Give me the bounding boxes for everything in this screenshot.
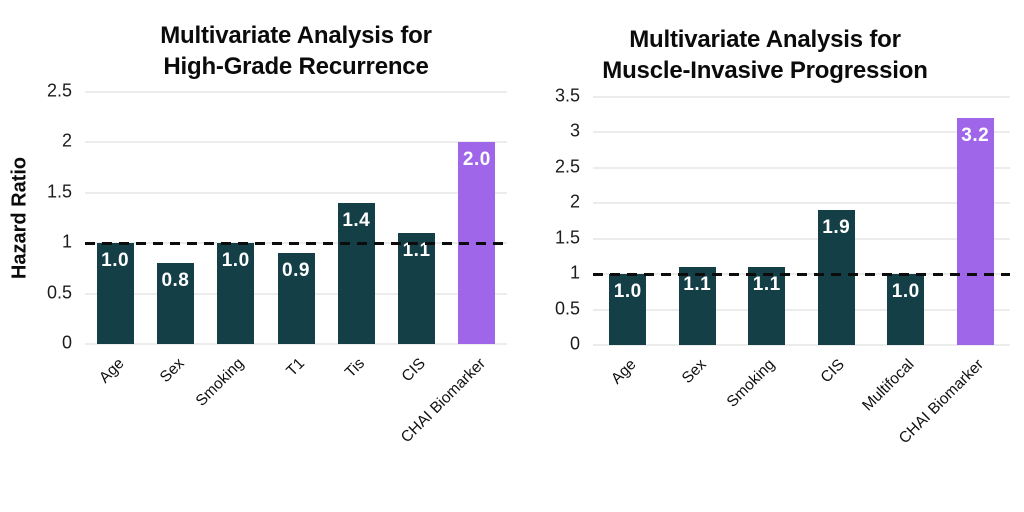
y-tick-label: 2: [569, 191, 580, 212]
bar-cis: 1.9: [817, 210, 855, 345]
x-tick-label-smoking: Smoking: [724, 356, 779, 411]
bar-value-label: 1.0: [613, 281, 642, 303]
gridline: [593, 344, 1010, 346]
gridline: [593, 96, 1010, 98]
bar-sex: 1.1: [678, 267, 716, 345]
y-tick-label: 1: [569, 262, 580, 283]
y-tick-label: 1.5: [46, 181, 72, 202]
x-tick-label-multifocal: Multifocal: [859, 356, 918, 415]
y-tick-label: 1: [61, 231, 72, 252]
x-tick-label-cis: CIS: [398, 355, 429, 386]
gridline: [593, 237, 1010, 240]
bar-chai-biomarker: 3.2: [956, 118, 994, 345]
x-tick-label-age: Age: [608, 356, 640, 388]
y-tick-label: 2.5: [554, 156, 580, 177]
y-tick-label: 1.5: [554, 227, 580, 248]
gridline: [85, 91, 507, 93]
x-tick-label-cis: CIS: [817, 356, 849, 387]
bar-smoking: 1.1: [748, 267, 786, 345]
chart-title-line-1: Multivariate Analysis for: [160, 22, 432, 49]
bar-value-label: 0.8: [161, 270, 190, 292]
y-tick-label: 0.5: [554, 298, 580, 319]
reference-line: [85, 241, 507, 245]
chart-title-line-1: Multivariate Analysis for: [629, 26, 901, 53]
y-tick-label: 0: [61, 332, 72, 353]
bar-multifocal: 1.0: [887, 274, 925, 345]
bar-value-label: 1.1: [683, 274, 712, 296]
bar-value-label: 1.4: [342, 209, 371, 231]
chart-title-line-2: Muscle-Invasive Progression: [602, 57, 928, 84]
bar-value-label: 0.9: [282, 260, 310, 282]
chart-title: Multivariate Analysis for High-Grade Rec…: [85, 20, 507, 82]
x-tick-label-tis: Tis: [342, 355, 369, 382]
bar-t1: 0.9: [277, 253, 315, 344]
gridline: [593, 131, 1010, 134]
bar-sex: 0.8: [156, 263, 194, 344]
x-tick-label-t1: T1: [283, 355, 309, 380]
y-tick-label: 2: [61, 130, 72, 151]
bar-value-label: 1.0: [891, 281, 920, 303]
gridline: [593, 202, 1010, 205]
bar-value-label: 1.0: [221, 250, 250, 272]
bar-value-label: 1.1: [752, 274, 781, 296]
plot-area: 0 0.5 1 1.5 2 2.5 1.0 Age 0.8 Sex 1.0 Smoking 0.9 T1 1…: [47, 80, 507, 446]
bar-tis: 1.4: [337, 202, 375, 344]
y-tick-label: 2.5: [46, 80, 72, 101]
gridline: [85, 191, 507, 194]
bar-value-label: 3.2: [961, 125, 990, 147]
y-tick-label: 3: [569, 120, 580, 141]
bar-age: 1.0: [96, 243, 134, 344]
gridline: [85, 141, 507, 144]
gridline: [593, 308, 1010, 311]
bar-age: 1.0: [609, 274, 647, 345]
plot-area: 0 0.5 1 1.5 2 2.5 3 3.5 1.0 Age 1.1 Sex 1.1 Smoking 1.…: [555, 85, 1010, 447]
gridline: [85, 343, 507, 345]
bar-cis: 1.1: [398, 233, 436, 344]
y-tick-label: 3.5: [554, 85, 580, 106]
x-tick-label-sex: Sex: [678, 356, 710, 387]
reference-line: [593, 272, 1010, 276]
x-tick-label-smoking: Smoking: [193, 355, 248, 410]
bar-smoking: 1.0: [217, 243, 255, 344]
bar-value-label: 2.0: [462, 149, 491, 171]
chart-title: Multivariate Analysis for Muscle-Invasiv…: [545, 24, 985, 86]
bar-value-label: 1.0: [101, 250, 130, 272]
y-axis-label: Hazard Ratio: [8, 156, 31, 280]
bar-value-label: 1.9: [822, 217, 851, 239]
y-tick-label: 0: [569, 333, 580, 354]
bar-value-label: 1.1: [402, 240, 431, 262]
x-tick-label-age: Age: [95, 355, 128, 387]
x-tick-label-sex: Sex: [156, 355, 188, 386]
gridline: [593, 166, 1010, 169]
chart-title-line-2: High-Grade Recurrence: [163, 53, 429, 80]
y-tick-label: 0.5: [46, 282, 72, 303]
